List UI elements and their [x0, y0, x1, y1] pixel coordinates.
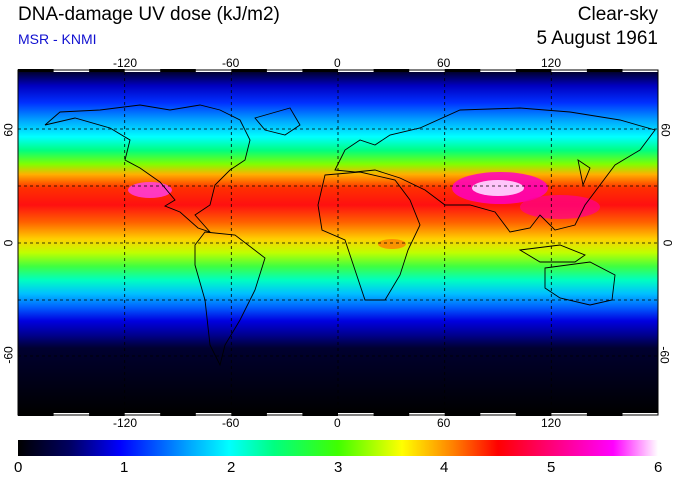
lon-tick-bottom: 120	[541, 416, 562, 430]
lon-tick-bottom: 60	[437, 416, 451, 430]
africa-spot	[378, 239, 406, 249]
lon-tick-top: -120	[113, 56, 138, 70]
lat-tick-right: -60	[657, 346, 672, 364]
indonesia-outline	[518, 244, 586, 263]
greenland-outline	[254, 107, 301, 136]
colorbar-label: 1	[120, 459, 129, 476]
north-america-high	[128, 182, 172, 198]
tibet-peak	[472, 180, 524, 196]
lon-tick-top: 60	[437, 56, 451, 70]
lon-tick-top: 120	[541, 56, 562, 70]
map-title: DNA-damage UV dose (kJ/m2)	[18, 4, 280, 25]
lon-tick-bottom: -60	[222, 416, 240, 430]
lat-tick-right: 60	[658, 123, 673, 137]
colorbar-label: 3	[334, 459, 343, 476]
lon-tick-bottom: -120	[113, 416, 138, 430]
colorbar-label: 0	[14, 459, 23, 476]
east-asia-high	[520, 195, 600, 219]
credit-label: MSR - KNMI	[18, 31, 97, 47]
colorbar-label: 2	[227, 459, 236, 476]
lon-tick-top: 0	[334, 56, 341, 70]
colorbar	[18, 440, 658, 456]
lat-tick-right: 0	[660, 239, 675, 247]
japan-outline	[577, 159, 591, 187]
lat-tick-left: 60	[1, 123, 16, 137]
eurasia-outline	[334, 107, 656, 233]
africa-outline	[317, 171, 421, 301]
coastlines	[44, 104, 656, 367]
colorbar-label: 6	[654, 459, 663, 476]
lat-tick-left: -60	[1, 346, 16, 364]
lat-tick-left: 0	[1, 239, 16, 247]
north-america-outline	[44, 104, 251, 233]
date-label: 5 August 1961	[536, 28, 659, 49]
graticule	[18, 72, 658, 413]
sky-condition: Clear-sky	[577, 4, 658, 25]
south-america-outline	[194, 231, 266, 367]
lon-tick-top: -60	[222, 56, 240, 70]
map-frame	[17, 69, 659, 416]
australia-outline	[544, 261, 616, 306]
colorbar-label: 4	[440, 459, 449, 476]
lon-tick-bottom: 0	[334, 416, 341, 430]
colorbar-label: 5	[547, 459, 556, 476]
